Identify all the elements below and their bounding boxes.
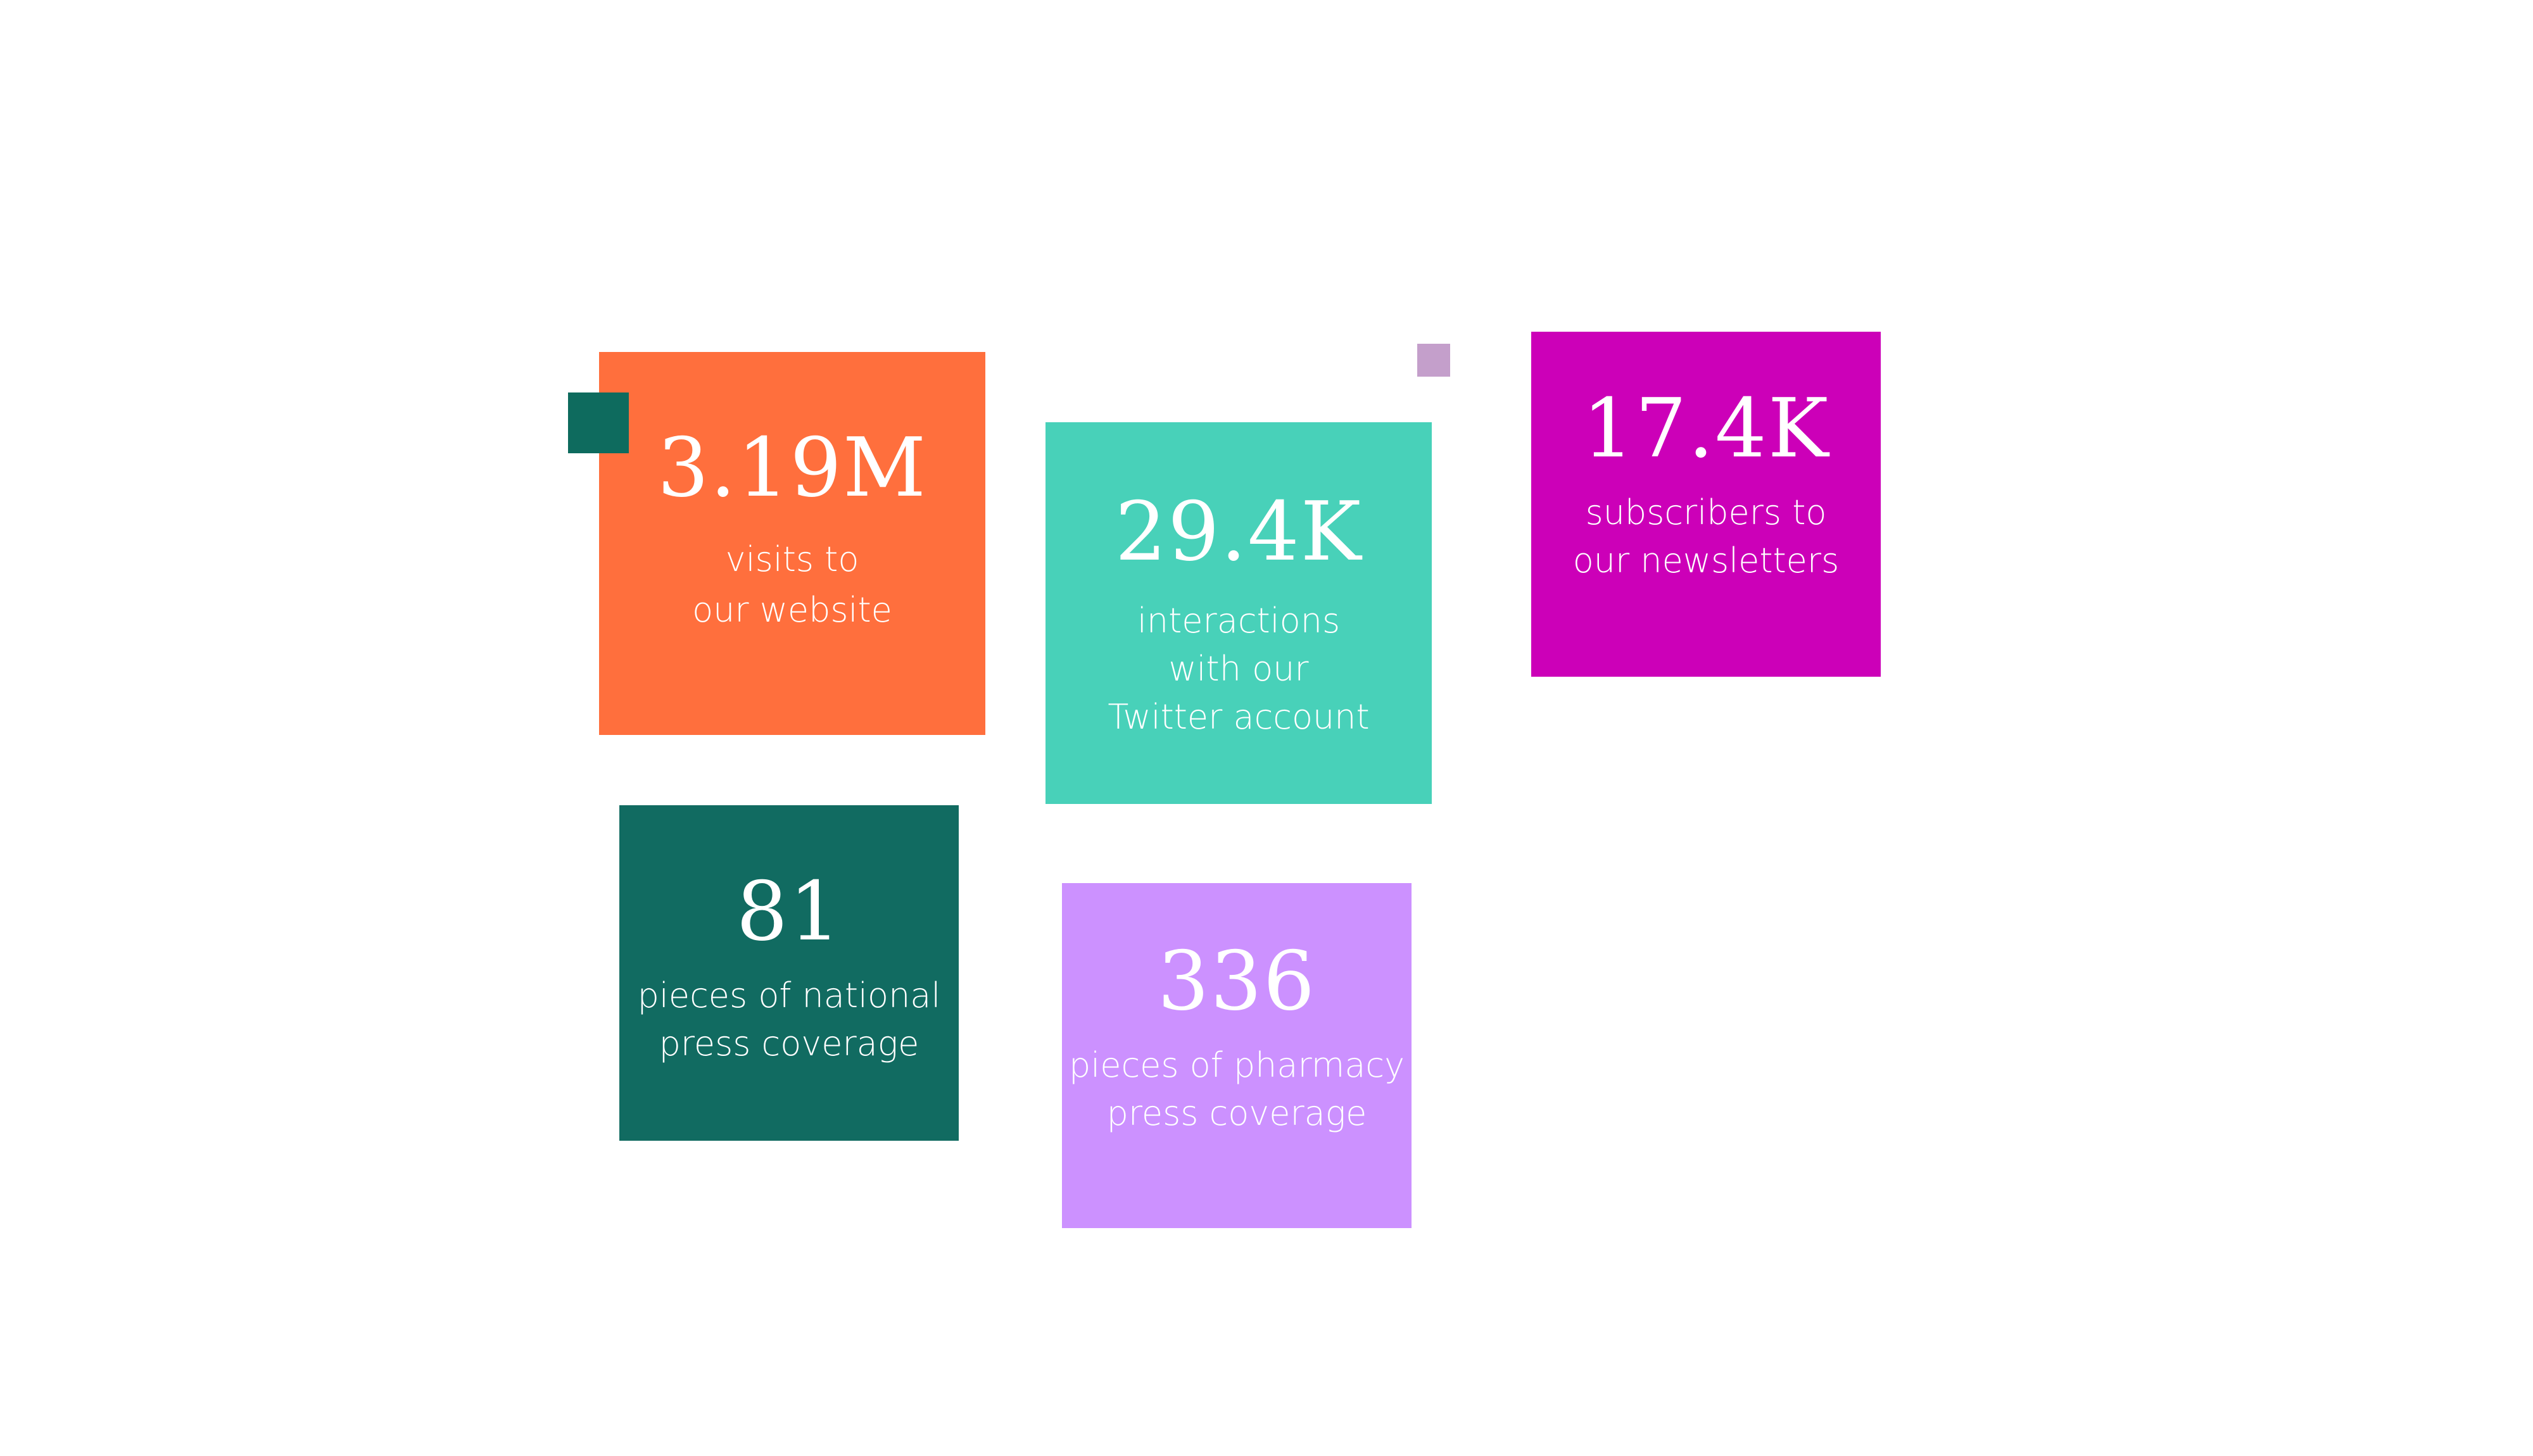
stat-card-pharmacy-press: 336 pieces of pharmacy press coverage: [1062, 883, 1412, 1228]
stat-label: subscribers to our newsletters: [1572, 493, 1840, 581]
stat-value: 336: [1157, 934, 1317, 1029]
stat-value: 81: [736, 865, 842, 959]
stat-value: 17.4K: [1582, 382, 1830, 476]
stat-card-national-press: 81 pieces of national press coverage: [619, 805, 959, 1141]
decorative-lilac-square: [1417, 344, 1450, 377]
stat-label: pieces of pharmacy press coverage: [1068, 1045, 1405, 1133]
stat-value: 29.4K: [1115, 485, 1363, 579]
stat-label: interactions with our Twitter account: [1108, 601, 1370, 737]
stat-card-twitter-interactions: 29.4K interactions with our Twitter acco…: [1045, 422, 1432, 804]
stat-card-website-visits: 3.19M visits to our website: [599, 352, 985, 735]
stat-value: 3.19M: [657, 421, 928, 515]
stat-label: visits to our website: [692, 539, 892, 630]
stat-card-newsletter-subscribers: 17.4K subscribers to our newsletters: [1531, 332, 1881, 677]
decorative-dark-square: [568, 392, 629, 453]
stat-label: pieces of national press coverage: [637, 976, 941, 1064]
